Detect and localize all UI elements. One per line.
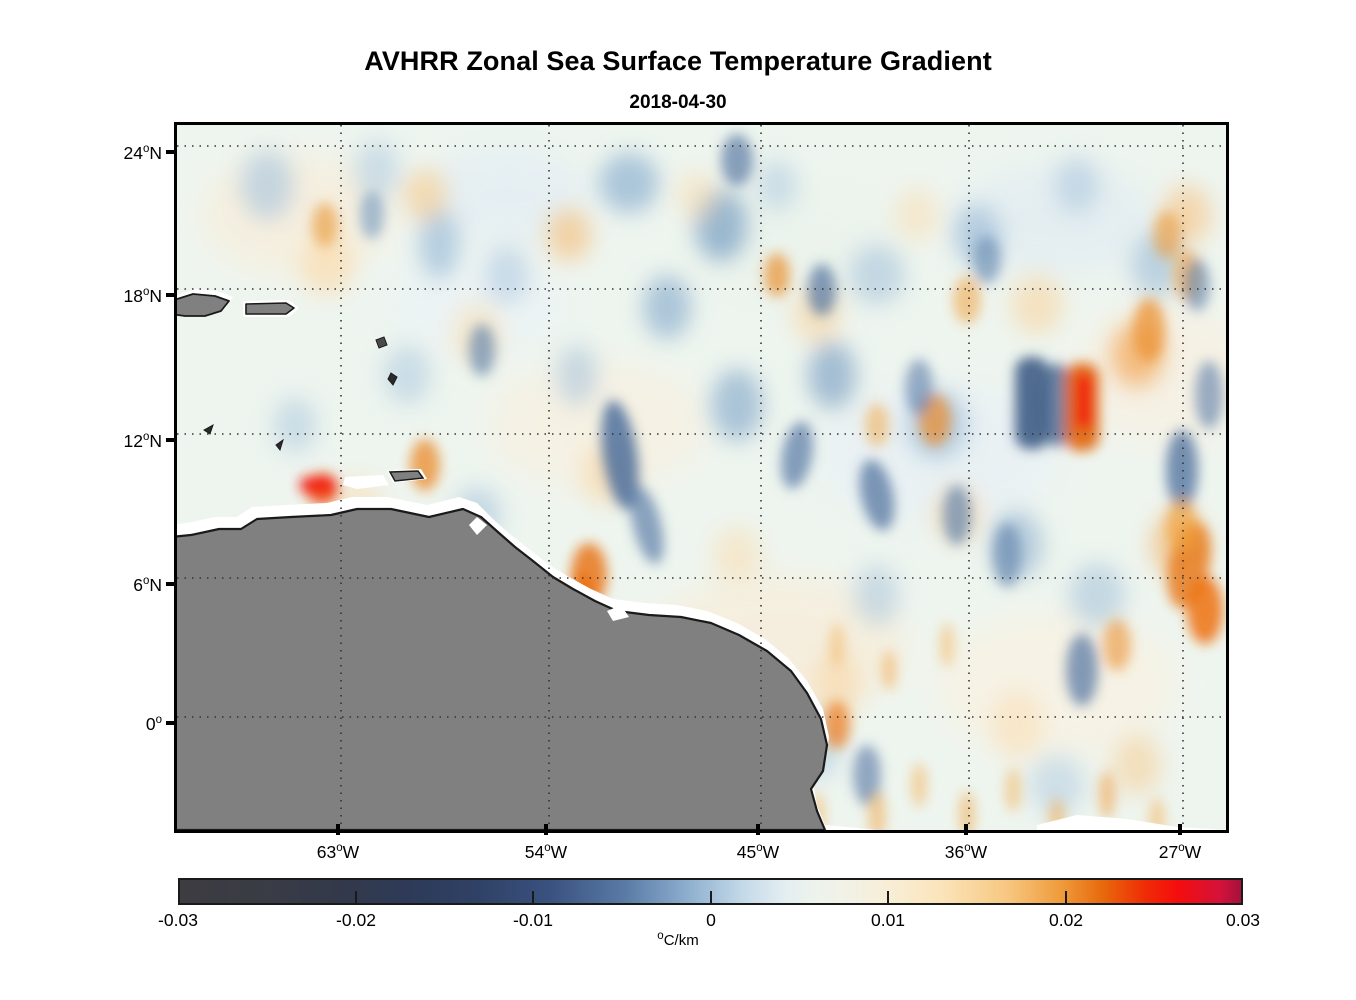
degree-symbol: o xyxy=(142,286,150,299)
map-gridlines xyxy=(177,125,1226,830)
figure-title: AVHRR Zonal Sea Surface Temperature Grad… xyxy=(364,46,992,76)
degree-symbol: o xyxy=(756,842,763,855)
x-axis-label-suffix: W xyxy=(762,842,780,862)
eddy-structures xyxy=(177,125,1226,830)
x-axis-label-value: 45 xyxy=(736,842,757,862)
y-axis-label-suffix: N xyxy=(149,143,162,163)
x-axis-label-63W: 63oW xyxy=(278,842,398,863)
y-tick-mark xyxy=(166,150,177,154)
degree-symbol: o xyxy=(336,842,343,855)
y-axis-label-value: 6 xyxy=(133,575,143,595)
x-tick-mark xyxy=(544,824,548,835)
colorbar-unit-label: oC/km xyxy=(0,930,1356,949)
colorbar-tick xyxy=(532,891,534,904)
y-tick-mark xyxy=(166,721,177,725)
y-axis-label-12N: 12oN xyxy=(66,431,162,452)
figure-subtitle: 2018-04-30 xyxy=(629,92,727,113)
colorbar-tick xyxy=(355,891,357,904)
x-tick-mark xyxy=(1178,824,1182,835)
degree-symbol: o xyxy=(1178,842,1185,855)
colorbar-label-p002: 0.02 xyxy=(1048,910,1084,930)
y-axis-label-suffix: N xyxy=(149,431,162,451)
y-axis-label-0: 0o xyxy=(66,714,162,735)
x-axis-label-value: 27 xyxy=(1158,842,1179,862)
x-axis-label-suffix: W xyxy=(342,842,360,862)
x-tick-mark xyxy=(336,824,340,835)
y-axis-label-value: 18 xyxy=(123,286,143,306)
y-axis-label-suffix: N xyxy=(149,575,162,595)
x-axis-label-suffix: W xyxy=(550,842,568,862)
x-axis-label-36W: 36oW xyxy=(906,842,1026,863)
colorbar-label-p001: 0.01 xyxy=(870,910,906,930)
y-axis-label-24N: 24oN xyxy=(66,143,162,164)
colorbar-label-n001: -0.01 xyxy=(513,910,553,930)
y-axis-label-suffix: N xyxy=(149,286,162,306)
colorbar-label-min: -0.03 xyxy=(158,910,198,930)
x-tick-mark xyxy=(756,824,760,835)
y-tick-mark xyxy=(166,438,177,442)
y-tick-mark xyxy=(166,293,177,297)
y-axis-label-value: 0 xyxy=(145,714,156,734)
degree-symbol: o xyxy=(142,575,150,588)
map-plot-area xyxy=(174,122,1229,833)
x-axis-label-suffix: W xyxy=(970,842,988,862)
x-axis-label-27W: 27oW xyxy=(1120,842,1240,863)
x-tick-mark xyxy=(964,824,968,835)
y-tick-mark xyxy=(166,582,177,586)
x-axis-label-value: 36 xyxy=(944,842,965,862)
colorbar-label-max: 0.03 xyxy=(1225,910,1261,930)
colorbar-unit-text: C/km xyxy=(663,932,699,949)
x-axis-label-value: 54 xyxy=(524,842,545,862)
degree-symbol: o xyxy=(155,714,162,727)
colorbar-label-zero: 0 xyxy=(706,910,716,930)
y-axis-label-18N: 18oN xyxy=(66,286,162,307)
degree-symbol: o xyxy=(544,842,551,855)
colorbar-tick xyxy=(887,891,889,904)
degree-symbol: o xyxy=(142,431,150,444)
y-axis-label-value: 12 xyxy=(123,431,143,451)
degree-symbol: o xyxy=(657,930,664,942)
x-axis-label-54W: 54oW xyxy=(486,842,606,863)
y-axis-label-value: 24 xyxy=(123,143,143,163)
degree-symbol: o xyxy=(964,842,971,855)
x-axis-label-suffix: W xyxy=(1184,842,1202,862)
colorbar-tick xyxy=(710,891,712,904)
colorbar-label-n002: -0.02 xyxy=(336,910,376,930)
x-axis-label-45W: 45oW xyxy=(698,842,818,863)
degree-symbol: o xyxy=(142,143,150,156)
colorbar-tick xyxy=(1065,891,1067,904)
y-axis-label-6N: 6oN xyxy=(66,575,162,596)
x-axis-label-value: 63 xyxy=(316,842,337,862)
land-mask xyxy=(177,125,1226,830)
